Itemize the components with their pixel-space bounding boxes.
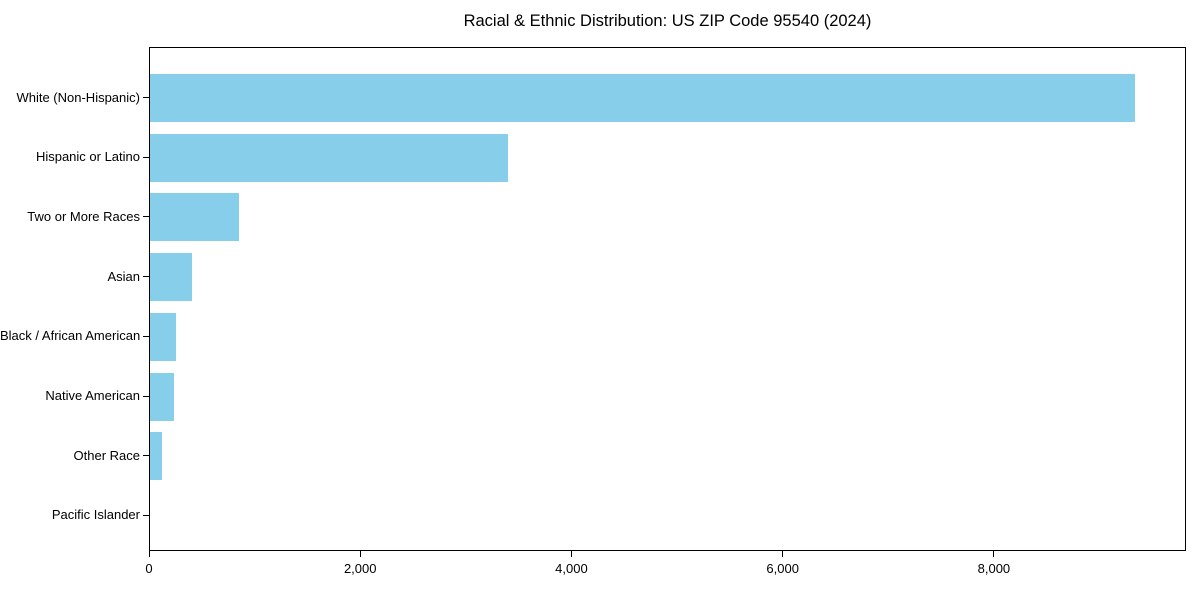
y-tick bbox=[143, 156, 149, 158]
y-tick-label: Two or More Races bbox=[27, 208, 140, 224]
bar bbox=[150, 432, 162, 481]
y-tick bbox=[143, 335, 149, 337]
x-tick-label: 6,000 bbox=[766, 561, 799, 576]
y-tick-label: White (Non-Hispanic) bbox=[16, 89, 140, 105]
x-tick-label: 0 bbox=[145, 561, 153, 576]
y-tick-label: Native American bbox=[45, 388, 140, 403]
bar bbox=[150, 312, 176, 361]
y-tick bbox=[143, 514, 149, 516]
x-tick bbox=[782, 551, 784, 557]
x-tick bbox=[570, 551, 572, 557]
y-tick-label: Other Race bbox=[73, 447, 140, 463]
plot-area bbox=[149, 47, 1186, 551]
y-tick bbox=[143, 276, 149, 278]
bar bbox=[150, 74, 1136, 122]
y-tick bbox=[143, 455, 149, 457]
y-tick-label: Pacific Islander bbox=[51, 507, 140, 523]
chart-title: Racial & Ethnic Distribution: US ZIP Cod… bbox=[463, 12, 872, 30]
y-tick bbox=[143, 97, 149, 98]
x-tick bbox=[993, 551, 995, 557]
bar bbox=[150, 372, 174, 421]
x-tick bbox=[148, 551, 150, 557]
bar bbox=[150, 193, 240, 242]
y-tick-label: Black / African American bbox=[0, 328, 141, 344]
y-tick-label: Hispanic or Latino bbox=[35, 149, 140, 165]
y-tick bbox=[143, 216, 149, 218]
x-tick-label: 4,000 bbox=[555, 561, 588, 576]
y-tick bbox=[143, 395, 149, 397]
bar bbox=[150, 253, 193, 302]
x-tick bbox=[359, 551, 361, 557]
bar bbox=[150, 133, 509, 182]
x-tick-label: 8,000 bbox=[977, 561, 1011, 576]
x-tick-label: 2,000 bbox=[343, 561, 377, 576]
y-tick-label: Asian bbox=[107, 268, 140, 284]
